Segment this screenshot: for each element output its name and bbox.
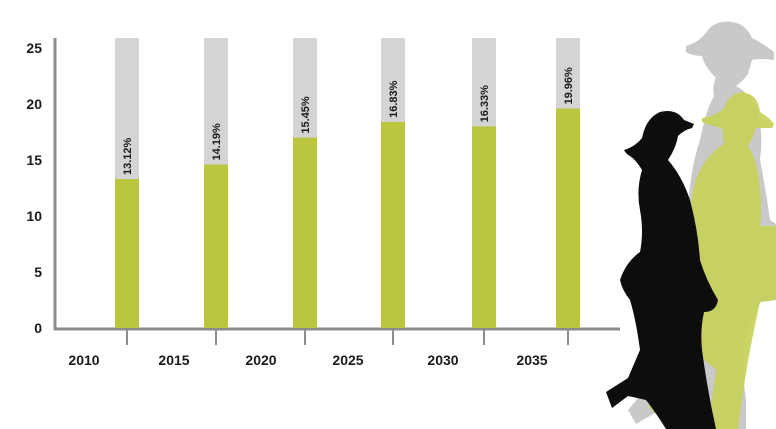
x-tick-label: 2030 [427,352,458,368]
bar-data-label: 19.96% [563,67,575,105]
bar [381,121,405,328]
y-tick-label: 15 [26,152,42,168]
bar-data-label: 13.12% [122,138,134,176]
x-tick-label: 2035 [516,352,547,368]
green-figure-silhouette [648,92,776,429]
bar-data-label: 15.45% [300,96,312,134]
x-tick-label: 2020 [245,352,276,368]
bar [204,164,228,328]
bar [293,137,317,328]
y-tick-label: 0 [34,320,42,336]
y-tick-label: 20 [26,96,42,112]
bar-data-label: 16.33% [479,85,491,123]
bar-backgrounds [115,38,580,328]
x-axis-labels: 2010 2015 2020 2025 2030 2035 [68,352,547,368]
y-tick-label: 5 [34,264,42,280]
x-tick-label: 2025 [332,352,363,368]
bars [115,108,580,329]
y-tick-label: 10 [26,208,42,224]
y-tick-label: 25 [26,40,42,56]
bar-data-label: 16.83% [388,80,400,118]
bar-data-label: 14.19% [211,123,223,161]
bar [115,179,139,328]
x-axis-ticks [126,330,569,345]
x-tick-label: 2010 [68,352,99,368]
bar [472,126,496,329]
bar-data-labels: 13.12% 14.19% 15.45% 16.83% 16.33% 19.96% [122,67,575,175]
bar [556,108,580,328]
x-tick-label: 2015 [158,352,189,368]
walking-figures-illustration [606,21,776,429]
y-axis-ticks: 0 5 10 15 20 25 [26,40,42,336]
black-figure-silhouette [606,111,718,429]
